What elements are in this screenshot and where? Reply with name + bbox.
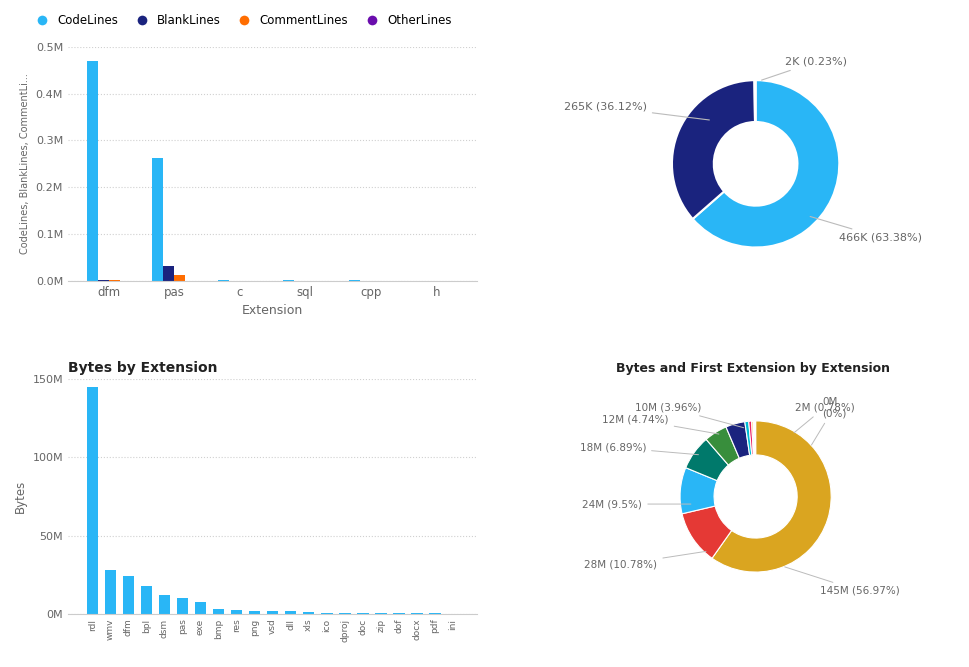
Bar bbox=[163, 266, 174, 281]
Wedge shape bbox=[692, 80, 838, 247]
Legend: CodeLines, BlankLines, CommentLines, OtherLines: CodeLines, BlankLines, CommentLines, Oth… bbox=[25, 9, 456, 31]
Wedge shape bbox=[679, 468, 716, 514]
Bar bbox=[86, 387, 98, 614]
Text: 12M (4.74%): 12M (4.74%) bbox=[602, 414, 718, 434]
Y-axis label: Bytes: Bytes bbox=[14, 480, 27, 513]
Text: 28M (10.78%): 28M (10.78%) bbox=[583, 552, 705, 570]
Text: 24M (9.5%): 24M (9.5%) bbox=[581, 499, 690, 509]
Wedge shape bbox=[672, 80, 754, 219]
Text: 265K (36.12%): 265K (36.12%) bbox=[563, 102, 708, 120]
Bar bbox=[195, 602, 206, 614]
X-axis label: Extension: Extension bbox=[241, 304, 303, 317]
Y-axis label: CodeLines, BlankLines, CommentLi...: CodeLines, BlankLines, CommentLi... bbox=[20, 73, 30, 254]
Bar bbox=[158, 595, 171, 614]
Wedge shape bbox=[752, 421, 754, 455]
Wedge shape bbox=[748, 421, 753, 455]
Bar bbox=[302, 612, 314, 614]
Bar bbox=[105, 570, 116, 614]
Bar bbox=[176, 598, 188, 614]
Bar bbox=[283, 279, 294, 281]
Text: Bytes by Extension: Bytes by Extension bbox=[68, 362, 217, 376]
Bar bbox=[348, 280, 359, 281]
Wedge shape bbox=[751, 421, 754, 455]
Wedge shape bbox=[725, 422, 749, 458]
Wedge shape bbox=[711, 421, 830, 572]
Text: 10M (3.96%): 10M (3.96%) bbox=[634, 402, 743, 428]
Bar bbox=[217, 280, 229, 281]
Text: 2K (0.23%): 2K (0.23%) bbox=[761, 57, 846, 80]
Bar bbox=[231, 610, 242, 614]
Text: Bytes and First Extension by Extension: Bytes and First Extension by Extension bbox=[615, 362, 889, 376]
Bar bbox=[86, 61, 98, 281]
Wedge shape bbox=[744, 422, 751, 456]
Bar bbox=[141, 586, 152, 614]
Bar bbox=[248, 610, 260, 614]
Bar bbox=[266, 611, 278, 614]
Text: 2M (0.78%): 2M (0.78%) bbox=[794, 402, 854, 433]
Bar bbox=[122, 576, 134, 614]
Bar bbox=[98, 279, 109, 281]
Wedge shape bbox=[705, 427, 738, 465]
Bar bbox=[285, 611, 297, 614]
Text: 18M (6.89%): 18M (6.89%) bbox=[578, 442, 698, 455]
Text: 0M
(0%): 0M (0%) bbox=[811, 396, 846, 445]
Wedge shape bbox=[681, 506, 731, 558]
Wedge shape bbox=[753, 421, 754, 455]
Bar bbox=[152, 158, 163, 281]
Text: 466K (63.38%): 466K (63.38%) bbox=[809, 217, 922, 243]
Wedge shape bbox=[685, 440, 728, 481]
Bar bbox=[212, 609, 224, 614]
Bar bbox=[174, 275, 185, 281]
Bar bbox=[321, 613, 332, 614]
Text: 145M (56.97%): 145M (56.97%) bbox=[784, 567, 898, 596]
Wedge shape bbox=[754, 80, 755, 122]
